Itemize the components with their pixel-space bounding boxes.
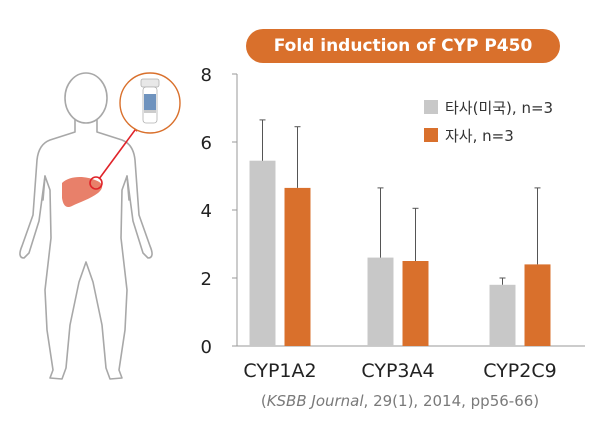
citation-prefix: (: [260, 392, 267, 410]
liver-highlight-circle: [89, 176, 103, 190]
y-tick-label: 8: [201, 65, 212, 86]
bar: [367, 257, 394, 346]
y-tick-label: 6: [201, 133, 212, 154]
y-tick-label: 0: [201, 337, 212, 358]
liver-icon: [62, 176, 103, 208]
chart-title: Fold induction of CYP P450: [246, 29, 560, 63]
bar: [284, 187, 311, 346]
bar: [489, 284, 516, 346]
legend-swatch: [424, 128, 438, 142]
citation: (KSBB Journal, 29(1), 2014, pp56-66): [200, 392, 600, 410]
legend-swatch: [424, 100, 438, 114]
y-tick-label: 4: [201, 201, 212, 222]
human-body-icon: [19, 72, 153, 380]
x-tick-label: CYP1A2: [243, 360, 316, 382]
legend-label: 타사(미국), n=3: [445, 99, 553, 117]
citation-rest: , 29(1), 2014, pp56-66): [363, 392, 540, 410]
citation-journal: KSBB Journal: [266, 392, 364, 410]
x-tick-label: CYP3A4: [361, 360, 434, 382]
pointer-arrow: [98, 125, 139, 180]
bar: [249, 160, 276, 346]
legend-label: 자사, n=3: [445, 127, 514, 145]
bar: [402, 261, 429, 346]
y-tick-label: 2: [201, 269, 212, 290]
x-tick-label: CYP2C9: [483, 360, 556, 382]
sample-tube-icon: [119, 72, 181, 134]
bar: [524, 264, 551, 346]
